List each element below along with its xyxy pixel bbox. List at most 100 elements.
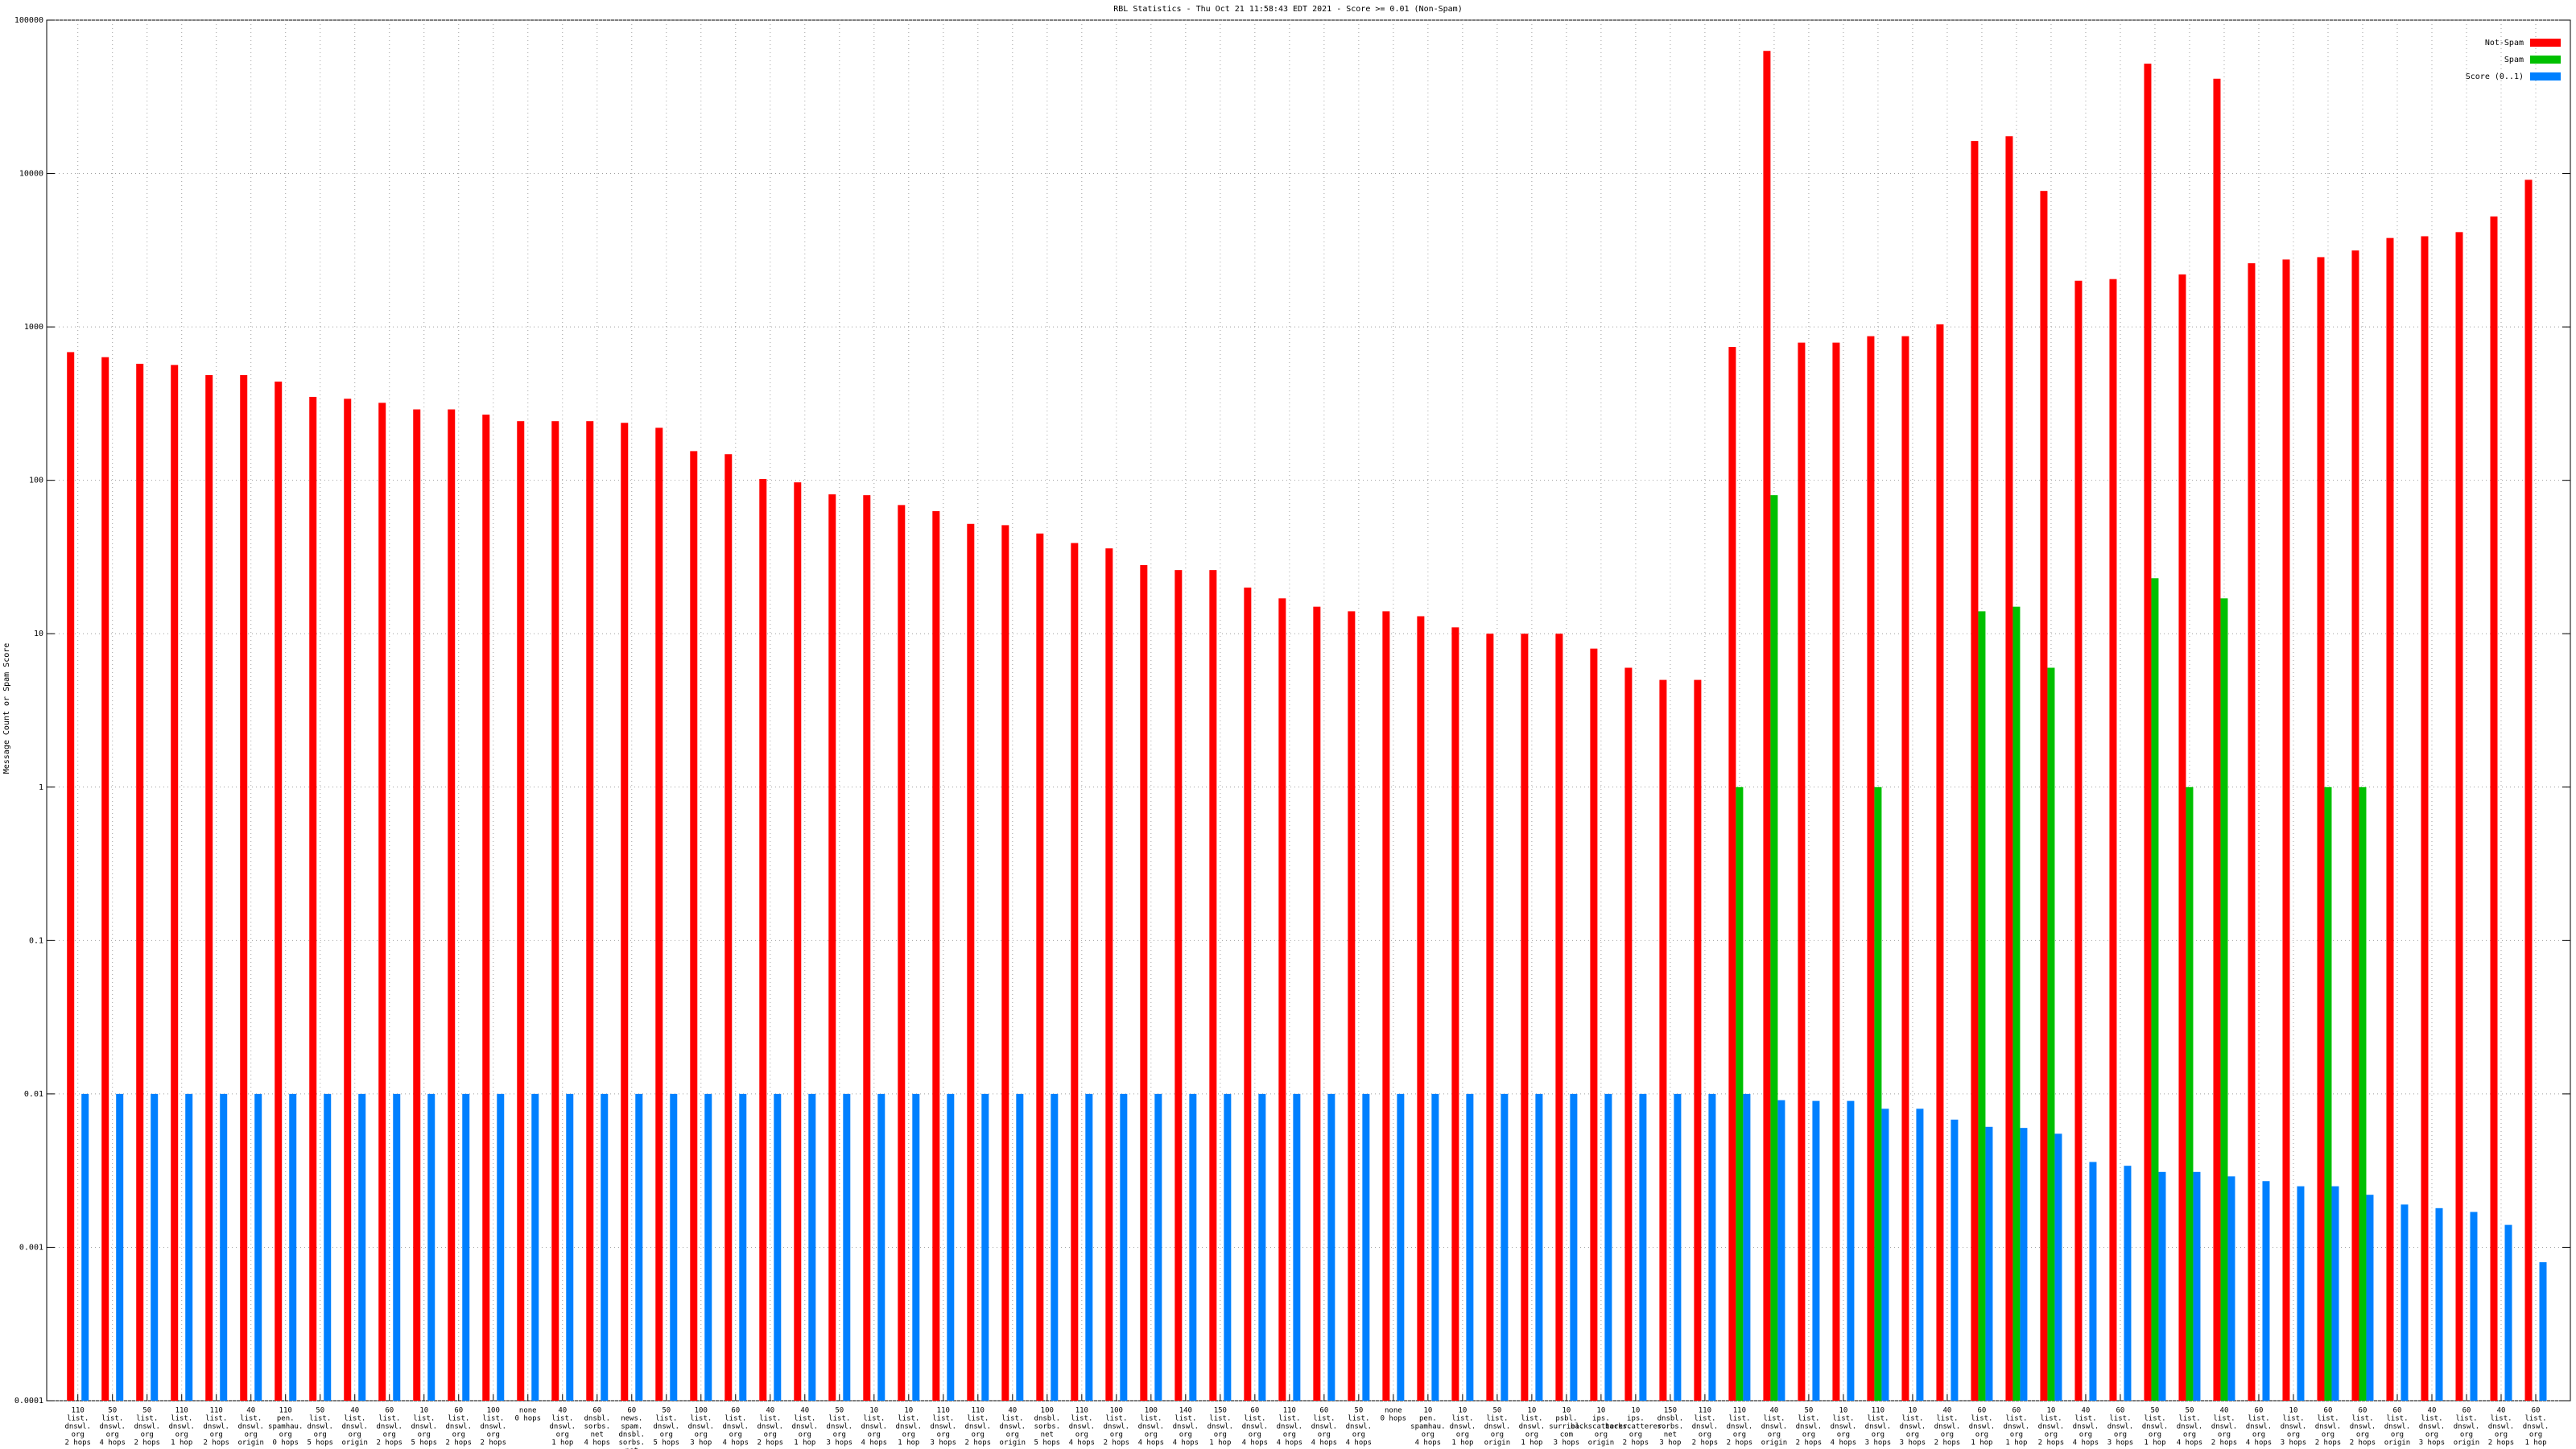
bar xyxy=(1209,570,1217,1401)
y-tick-label: 100 xyxy=(29,477,43,485)
x-tick-label: 1 hop xyxy=(2144,1439,2165,1447)
x-tick-label: list. xyxy=(690,1415,712,1423)
bar xyxy=(1901,336,1909,1402)
bar xyxy=(2109,279,2117,1401)
x-tick-label: list. xyxy=(1278,1415,1300,1423)
x-tick-label: list. xyxy=(1313,1415,1335,1423)
bar xyxy=(1174,570,1183,1401)
x-tick-label: 2 hops xyxy=(1623,1439,1649,1447)
bar xyxy=(289,1093,297,1401)
x-tick-label: dnswl. xyxy=(2419,1423,2446,1431)
x-tick-label: 50 xyxy=(1492,1407,1501,1415)
x-tick-label: 1 hop xyxy=(551,1439,573,1447)
x-tick-label: org xyxy=(141,1431,154,1439)
x-tick-label: 1 hop xyxy=(1521,1439,1542,1447)
x-tick-label: 40 xyxy=(246,1407,255,1415)
x-tick-label: 60 xyxy=(2462,1407,2471,1415)
x-tick-label: 60 xyxy=(454,1407,463,1415)
x-tick-label: list. xyxy=(1763,1415,1785,1423)
x-tick-label: org xyxy=(2495,1431,2508,1439)
bar xyxy=(1244,587,1252,1401)
x-tick-label: dnswl. xyxy=(2211,1423,2238,1431)
x-tick-label: 0 hops xyxy=(272,1439,299,1447)
x-tick-label: list. xyxy=(1451,1415,1473,1423)
bar xyxy=(448,409,456,1401)
x-tick-label: 110 xyxy=(937,1407,950,1415)
x-tick-label: 2 hops xyxy=(2315,1439,2342,1447)
x-tick-label: list. xyxy=(898,1415,919,1423)
bar xyxy=(2047,667,2055,1401)
x-tick-label: 2 hops xyxy=(1692,1439,1719,1447)
x-tick-label: 100 xyxy=(1041,1407,1054,1415)
bar xyxy=(724,454,733,1401)
x-tick-label: 10 xyxy=(2289,1407,2298,1415)
x-tick-label: org xyxy=(1941,1431,1954,1439)
x-tick-label: dnswl. xyxy=(1761,1423,1788,1431)
bar xyxy=(1570,1093,1578,1401)
x-tick-label: org xyxy=(314,1431,327,1439)
x-tick-label: org xyxy=(1768,1431,1781,1439)
bar xyxy=(1770,495,1778,1401)
x-tick-label: list. xyxy=(1936,1415,1958,1423)
bar xyxy=(551,421,559,1401)
x-tick-label: list. xyxy=(1486,1415,1508,1423)
x-tick-label: list. xyxy=(655,1415,677,1423)
bar xyxy=(275,382,283,1401)
x-tick-label: dnswl. xyxy=(1831,1423,1857,1431)
bar xyxy=(1659,679,1667,1401)
x-tick-label: ips. xyxy=(1627,1415,1645,1423)
x-tick-label: dnswl. xyxy=(1519,1423,1546,1431)
x-tick-label: dnswl. xyxy=(1277,1423,1303,1431)
bar xyxy=(2020,1128,2028,1401)
x-tick-label: list. xyxy=(1728,1415,1750,1423)
bar xyxy=(2213,78,2221,1401)
bar xyxy=(690,451,698,1401)
x-tick-label: list. xyxy=(2074,1415,2096,1423)
x-tick-label: list. xyxy=(1140,1415,1162,1423)
x-tick-label: 2 hops xyxy=(480,1439,506,1447)
y-tick-label: 0.1 xyxy=(29,936,43,945)
x-tick-label: 3 hops xyxy=(1900,1439,1926,1447)
x-tick-label: 2 hops xyxy=(1934,1439,1961,1447)
x-tick-label: 4 hops xyxy=(2246,1439,2273,1447)
bar xyxy=(1501,1093,1509,1401)
x-tick-label: 1 hop xyxy=(898,1439,919,1447)
x-tick-label: list. xyxy=(932,1415,954,1423)
x-tick-label: org xyxy=(1456,1431,1469,1439)
x-tick-label: 4 hops xyxy=(1138,1439,1165,1447)
x-tick-label: list. xyxy=(1832,1415,1854,1423)
bar xyxy=(531,1093,539,1401)
x-tick-label: dnswl. xyxy=(64,1423,91,1431)
x-tick-label: 150 xyxy=(1214,1407,1227,1415)
bar xyxy=(2178,274,2186,1401)
x-tick-label: 10 xyxy=(1458,1407,1467,1415)
x-tick-label: 3 hops xyxy=(827,1439,853,1447)
x-tick-label: 5 hops xyxy=(411,1439,437,1447)
bar xyxy=(1417,616,1425,1401)
bar xyxy=(1016,1093,1024,1401)
x-tick-label: dnswl. xyxy=(99,1423,126,1431)
x-tick-label: list. xyxy=(1105,1415,1127,1423)
x-tick-label: dnswl. xyxy=(2177,1423,2203,1431)
x-tick-label: dnswl. xyxy=(1900,1423,1926,1431)
x-tick-label: surriel. xyxy=(1549,1423,1583,1431)
bar xyxy=(1639,1093,1647,1401)
x-tick-label: org xyxy=(868,1431,881,1439)
bar xyxy=(2124,1166,2132,1401)
x-tick-label: 110 xyxy=(72,1407,85,1415)
x-tick-label: backscatterer. xyxy=(1605,1423,1666,1431)
x-tick-label: 110 xyxy=(279,1407,292,1415)
x-tick-label: 40 xyxy=(800,1407,809,1415)
bar xyxy=(205,374,213,1402)
x-tick-label: 4 hops xyxy=(723,1439,749,1447)
x-tick-label: 60 xyxy=(385,1407,394,1415)
x-tick-label: 0 hops xyxy=(514,1415,541,1423)
x-tick-label: org xyxy=(1906,1431,1919,1439)
bar xyxy=(1624,667,1633,1401)
x-tick-label: org xyxy=(2045,1431,2058,1439)
bar xyxy=(1798,342,1806,1401)
x-tick-label: 2 hops xyxy=(2488,1439,2515,1447)
bar xyxy=(2144,64,2152,1401)
x-tick-label: 60 xyxy=(1978,1407,1987,1415)
x-tick-label: dnswl. xyxy=(1934,1423,1961,1431)
